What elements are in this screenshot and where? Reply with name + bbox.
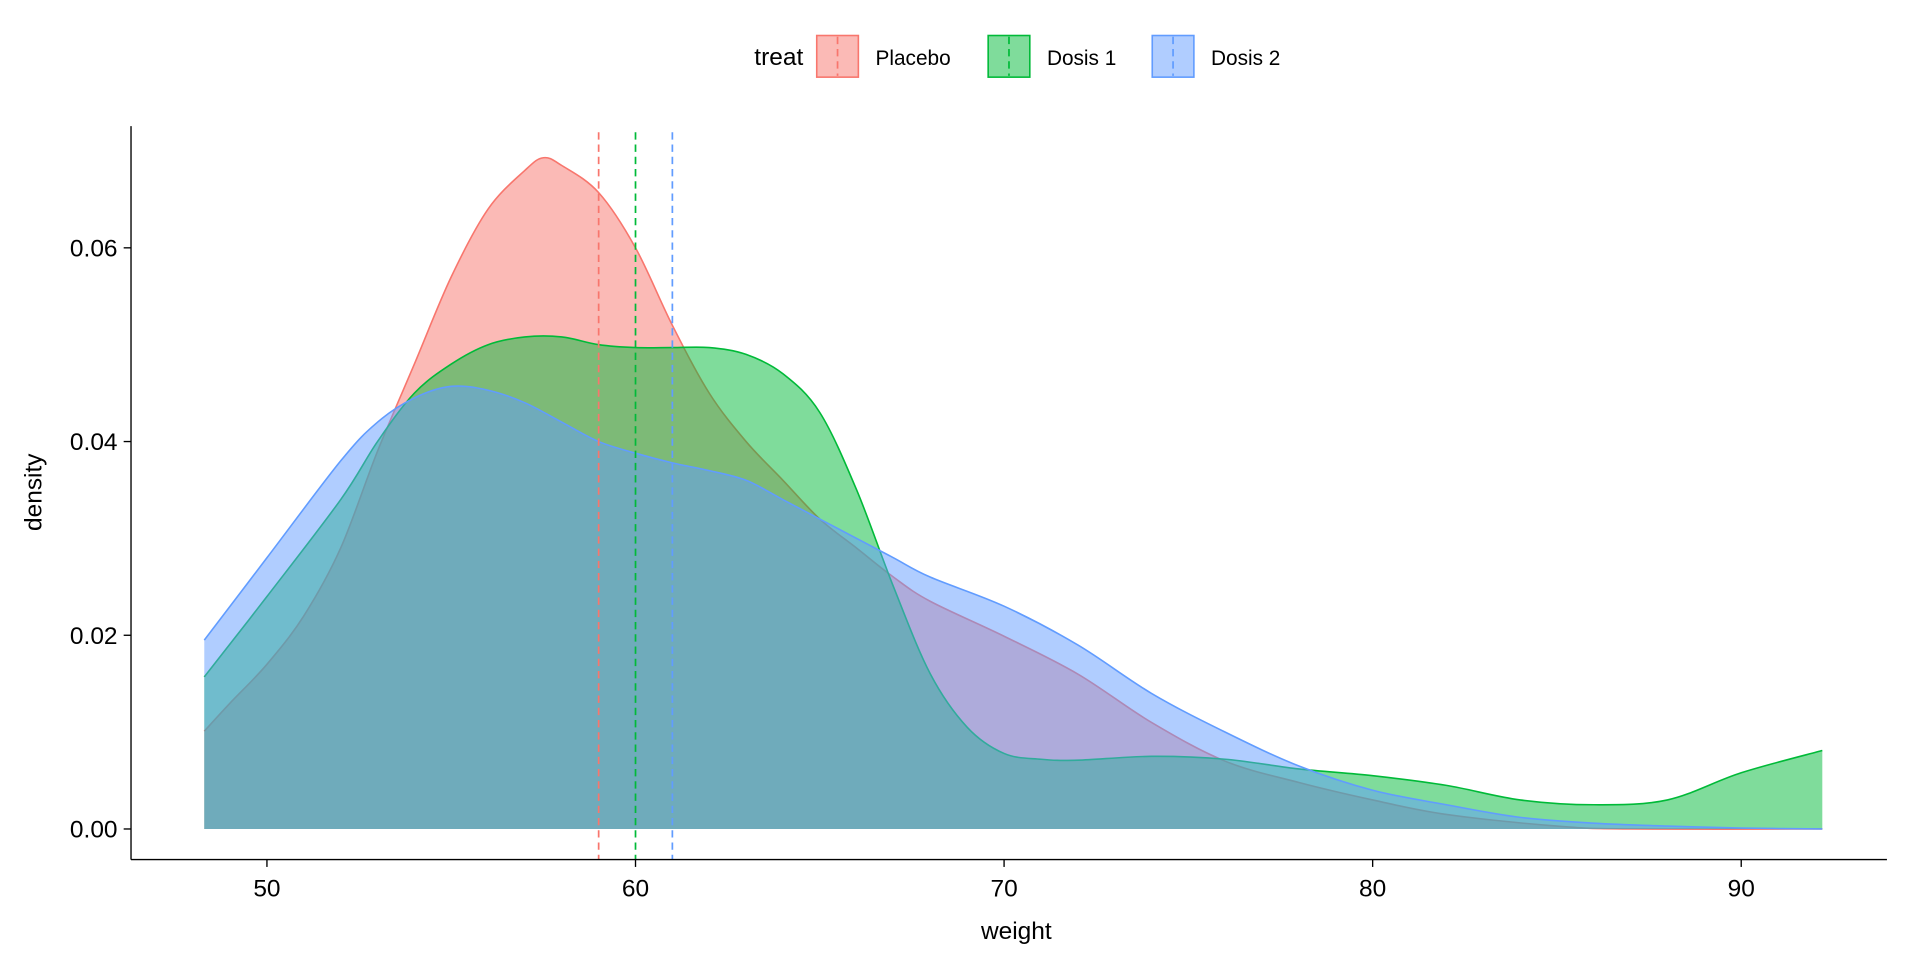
y-tick-label: 0.06	[70, 235, 118, 262]
y-axis-title: density	[21, 453, 48, 531]
x-tick-label: 70	[990, 875, 1017, 902]
x-tick-label: 90	[1728, 875, 1755, 902]
legend: treat Placebo Dosis 1 Dosis 2	[754, 34, 1280, 78]
x-tick-label: 50	[253, 875, 280, 902]
mean-lines	[597, 132, 674, 860]
density-areas	[203, 156, 1823, 830]
legend-label: Dosis 1	[1047, 47, 1116, 70]
legend-item-dosis-1: Dosis 1	[987, 34, 1116, 78]
x-tick-label: 60	[622, 875, 649, 902]
x-tick-label: 80	[1359, 875, 1386, 902]
x-ticks: 50 60 70 80 90	[253, 859, 1755, 902]
y-tick-label: 0.04	[70, 429, 118, 456]
y-ticks: 0.00 0.02 0.04 0.06	[70, 235, 132, 844]
legend-label: Placebo	[876, 47, 951, 70]
legend-title: treat	[754, 44, 803, 71]
legend-label: Dosis 2	[1211, 47, 1280, 70]
y-tick-label: 0.00	[70, 817, 118, 844]
y-tick-label: 0.02	[70, 623, 118, 650]
density-area-dosis-2	[204, 385, 1823, 829]
density-line-dosis-1	[203, 335, 1823, 806]
density-line-dosis-2	[203, 385, 1823, 830]
legend-item-placebo: Placebo	[815, 34, 951, 78]
x-axis-title: weight	[980, 918, 1052, 945]
legend-item-dosis-2: Dosis 2	[1151, 34, 1280, 78]
